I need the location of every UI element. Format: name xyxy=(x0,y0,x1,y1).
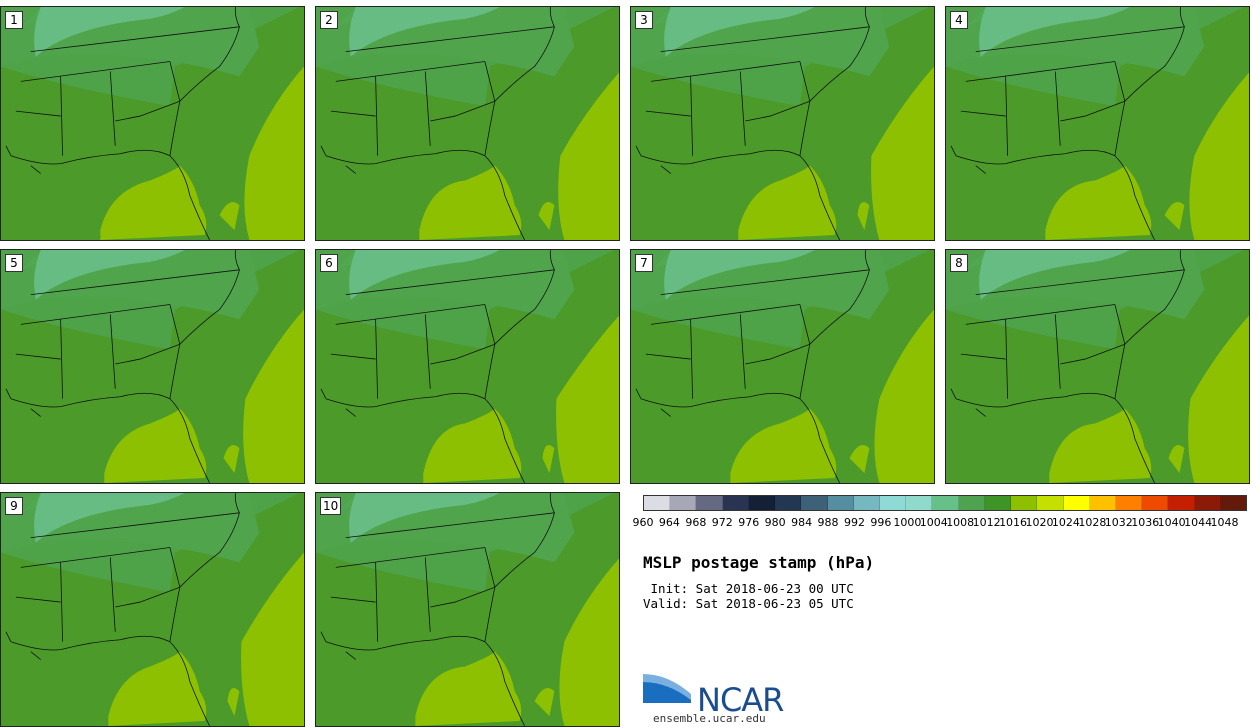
colorbar-tick-label: 1020 xyxy=(1025,516,1054,529)
colorbar-swatch xyxy=(748,496,776,510)
colorbar-tick-label: 1048 xyxy=(1210,516,1239,529)
colorbar-swatch xyxy=(879,496,907,510)
panel-number-label: 3 xyxy=(635,11,653,29)
colorbar-swatch xyxy=(1115,496,1143,510)
colorbar-swatch xyxy=(1194,496,1221,510)
map-panel: 2 xyxy=(315,6,620,241)
colorbar-tick-label: 1004 xyxy=(919,516,948,529)
map-field xyxy=(1,493,304,726)
map-panel: 8 xyxy=(945,249,1250,484)
ncar-logo-icon xyxy=(643,674,691,703)
colorbar-swatch xyxy=(1220,496,1247,510)
colorbar-swatch xyxy=(670,496,697,510)
map-field xyxy=(316,493,619,726)
colorbar-tick-label: 1032 xyxy=(1104,516,1133,529)
colorbar-swatch xyxy=(853,496,880,510)
init-time: Init: Sat 2018-06-23 00 UTC xyxy=(643,581,854,596)
map-panel: 7 xyxy=(630,249,935,484)
map-field xyxy=(316,7,619,240)
colorbar-tick-label: 992 xyxy=(843,516,865,529)
colorbar-swatch xyxy=(801,496,828,510)
colorbar-swatch xyxy=(722,496,749,510)
map-panel: 9 xyxy=(0,492,305,727)
colorbar-tick-label: 1008 xyxy=(946,516,975,529)
panel-number-label: 8 xyxy=(950,254,968,272)
colorbar-tick-label: 972 xyxy=(711,516,733,529)
panel-number-label: 1 xyxy=(5,11,23,29)
colorbar xyxy=(643,495,1247,511)
colorbar-tick-label: 976 xyxy=(738,516,760,529)
colorbar-tick-label: 1028 xyxy=(1078,516,1107,529)
map-title: MSLP postage stamp (hPa) xyxy=(643,553,875,572)
colorbar-swatch xyxy=(775,496,802,510)
colorbar-swatch xyxy=(1168,496,1195,510)
colorbar-tick-label: 1044 xyxy=(1184,516,1213,529)
colorbar-tick-label: 1040 xyxy=(1157,516,1186,529)
colorbar-swatch xyxy=(984,496,1012,510)
map-panel: 3 xyxy=(630,6,935,241)
map-field xyxy=(946,7,1249,240)
map-panel: 1 xyxy=(0,6,305,241)
site-url: ensemble.ucar.edu xyxy=(653,712,766,725)
panel-number-label: 10 xyxy=(320,497,342,515)
colorbar-tick-label: 980 xyxy=(764,516,786,529)
map-panel: 6 xyxy=(315,249,620,484)
colorbar-tick-label: 988 xyxy=(817,516,839,529)
colorbar-swatch xyxy=(932,496,959,510)
colorbar-tick-label: 984 xyxy=(791,516,813,529)
colorbar-tick-label: 996 xyxy=(870,516,892,529)
colorbar-swatch xyxy=(827,496,854,510)
map-field xyxy=(1,250,304,483)
map-panel: 5 xyxy=(0,249,305,484)
colorbar-swatch xyxy=(1142,496,1169,510)
colorbar-swatch xyxy=(644,496,671,510)
panel-number-label: 7 xyxy=(635,254,653,272)
map-field xyxy=(631,7,934,240)
map-panel: 10 xyxy=(315,492,620,727)
colorbar-tick-label: 1000 xyxy=(893,516,922,529)
panel-number-label: 9 xyxy=(5,497,23,515)
colorbar-swatch xyxy=(1063,496,1090,510)
colorbar-tick-label: 964 xyxy=(658,516,680,529)
valid-time: Valid: Sat 2018-06-23 05 UTC xyxy=(643,596,854,611)
colorbar-ticks: 960 964 968 972 976 980 984 988 992 996 1000 1004 10… xyxy=(633,516,1260,530)
panel-number-label: 2 xyxy=(320,11,338,29)
colorbar-tick-label: 1036 xyxy=(1131,516,1160,529)
map-field xyxy=(946,250,1249,483)
panel-number-label: 4 xyxy=(950,11,968,29)
time-info: Init: Sat 2018-06-23 00 UTC Valid: Sat 2… xyxy=(643,581,854,611)
panel-number-label: 6 xyxy=(320,254,338,272)
colorbar-tick-label: 968 xyxy=(685,516,707,529)
colorbar-swatch xyxy=(1089,496,1116,510)
colorbar-tick-label: 1016 xyxy=(999,516,1028,529)
map-field xyxy=(631,250,934,483)
map-field xyxy=(316,250,619,483)
colorbar-swatch xyxy=(1037,496,1064,510)
ncar-logo-text: NCAR xyxy=(697,681,784,719)
map-panel: 4 xyxy=(945,6,1250,241)
panel-number-label: 5 xyxy=(5,254,23,272)
colorbar-swatch xyxy=(958,496,985,510)
colorbar-tick-label: 1012 xyxy=(972,516,1001,529)
colorbar-tick-label: 1024 xyxy=(1051,516,1080,529)
colorbar-tick-label: 960 xyxy=(632,516,654,529)
colorbar-swatch xyxy=(906,496,933,510)
map-field xyxy=(1,7,304,240)
colorbar-swatch xyxy=(1011,496,1038,510)
colorbar-swatch xyxy=(696,496,723,510)
